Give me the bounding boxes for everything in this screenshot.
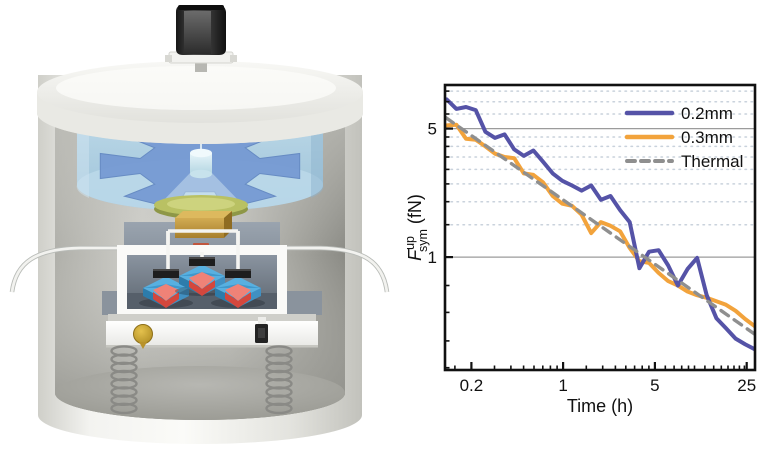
y-tick-label: 5 [428, 120, 437, 139]
apparatus-illustration [9, 5, 390, 444]
gold-test-mass [175, 211, 232, 238]
y-tick-label: 1 [428, 248, 437, 267]
legend-label-0.2mm: 0.2mm [681, 104, 733, 123]
magnet-assemblies [139, 257, 265, 308]
mirror-hub [190, 148, 212, 179]
gold-coin [133, 324, 153, 344]
connector-tab [258, 317, 266, 324]
magnet-assembly-1 [139, 269, 193, 308]
gold-coin-pointer [139, 342, 147, 349]
legend-label-Thermal: Thermal [681, 152, 743, 171]
plot-border [443, 83, 757, 372]
baseplate [106, 314, 318, 349]
x-tick-label: 1 [558, 376, 567, 395]
x-tick-label: 0.2 [460, 376, 484, 395]
x-tick-label: 5 [650, 376, 659, 395]
x-tick-label: 25 [737, 376, 756, 395]
legend-label-0.3mm: 0.3mm [681, 128, 733, 147]
motor-feedthrough [165, 5, 237, 72]
x-axis-label: Time (h) [567, 396, 633, 416]
chamber-lid [37, 61, 363, 144]
chamber-floor [55, 366, 345, 420]
isolation-spring-left [110, 345, 138, 415]
feedthrough-shaft [195, 62, 207, 72]
plot-background [445, 85, 755, 370]
force-vs-time-chart: 0.2 1 5 25 5 1 Time (h) Fupsym (fN) 0.2mm 0.3mm Th… [400, 0, 762, 462]
series-Thermal [445, 115, 755, 336]
magnet-assembly-3 [211, 269, 265, 308]
isolation-spring-right [265, 345, 293, 415]
y-axis-label: Fupsym (fN) [403, 194, 430, 261]
series-0.2mm [445, 97, 755, 352]
